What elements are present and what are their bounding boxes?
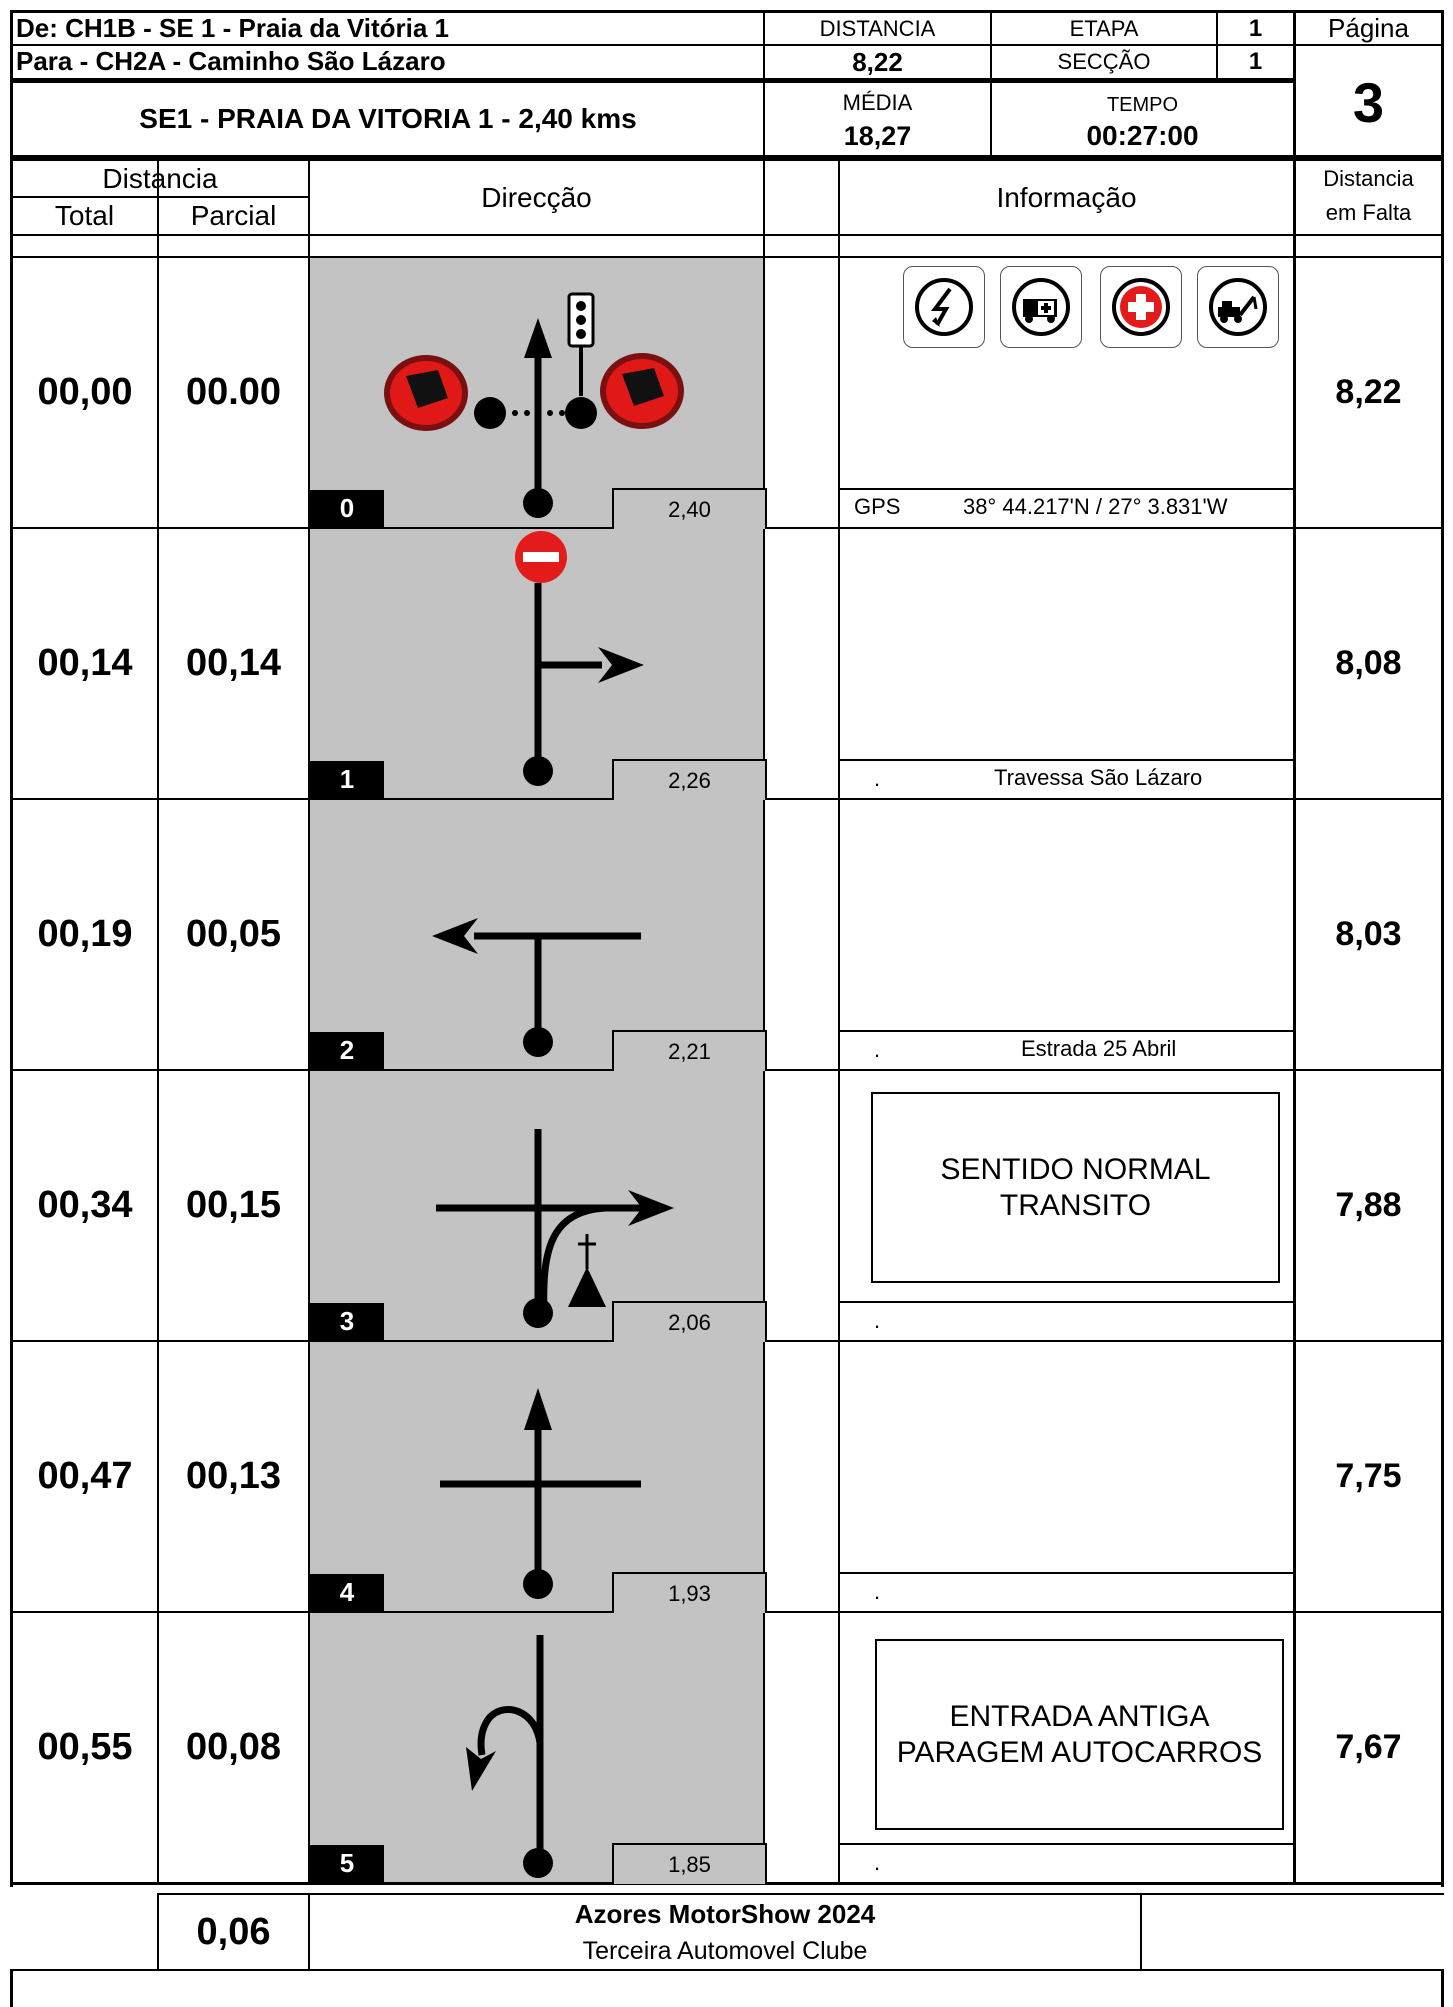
instruction-number: 5 [310,1845,384,1882]
instruction-number: 2 [310,1032,384,1069]
gps-label: GPS [854,494,901,519]
col-falta-line2: em Falta [1325,200,1412,225]
remaining-stage-distance: 2,26 [612,759,767,800]
tulip-diagram-right-turn [515,531,644,786]
flag-sign-left-icon [384,355,468,431]
to-label: Para - CH2A - Caminho São Lázaro [16,46,446,76]
remaining-total-distance: 8,03 [1335,915,1402,953]
total-distance: 00,47 [37,1455,133,1497]
remaining-stage-distance: 1,93 [612,1572,767,1613]
distancia-label: DISTANCIA [819,15,936,41]
traffic-note-box: ENTRADA ANTIGA PARAGEM AUTOCARROS [875,1639,1284,1830]
partial-distance: 00,08 [185,1726,282,1768]
media-label: MÉDIA [842,90,913,115]
club-name: Terceira Automovel Clube [582,1936,868,1965]
media-value: 18,27 [843,120,912,151]
note-line-2: TRANSITO [999,1188,1152,1222]
info-marker: . [874,1037,881,1062]
remaining-stage-distance: 1,85 [612,1843,767,1884]
col-distancia: Distancia [102,163,218,194]
info-marker: . [874,1579,881,1604]
event-title: Azores MotorShow 2024 [574,1898,876,1929]
tempo-label: TEMPO [1106,93,1179,116]
partial-distance: 00,14 [185,642,282,684]
traffic-note-box: SENTIDO NORMAL TRANSITO [871,1092,1280,1283]
footer-distance: 0,06 [196,1910,271,1953]
col-total: Total [54,200,115,231]
ambulance-icon [1000,266,1082,348]
remaining-total-distance: 7,67 [1335,1728,1402,1766]
gps-coordinates: 38° 44.217'N / 27° 3.831'W [963,494,1228,519]
red-cross-icon [1100,266,1182,348]
total-distance: 00,34 [37,1184,133,1226]
tulip-diagram-crossroad-right [436,1129,674,1328]
total-distance: 00,14 [37,642,133,684]
instruction-number: 0 [310,490,384,527]
tow-truck-icon [1197,266,1279,348]
pagina-label: Página [1328,13,1409,43]
instruction-number: 4 [310,1574,384,1611]
col-direccao: Direcção [481,182,592,213]
remaining-total-distance: 8,08 [1335,644,1402,682]
pagina-value: 3 [1352,70,1385,134]
flag-sign-right-icon [600,353,684,429]
col-falta-line1: Distancia [1323,166,1414,191]
church-landmark-icon [568,1234,606,1307]
info-marker: . [874,766,881,791]
etapa-label: ETAPA [1069,15,1139,41]
tempo-value: 00:27:00 [1086,120,1199,151]
partial-distance: 00,15 [185,1184,282,1226]
tulip-diagram-sharp-left [466,1635,553,1878]
street-name: Estrada 25 Abril [1021,1036,1177,1061]
note-line-1: SENTIDO NORMAL [940,1152,1211,1186]
street-name: Travessa São Lázaro [994,765,1203,790]
info-marker: . [874,1850,881,1875]
stage-title: SE1 - PRAIA DA VITORIA 1 - 2,40 kms [139,103,637,134]
note-line-2: PARAGEM AUTOCARROS [896,1735,1263,1769]
seccao-value: 1 [1248,48,1263,75]
tulip-diagram-straight [440,1388,641,1599]
radio-lightning-icon [903,266,985,348]
partial-distance: 00.00 [185,371,282,413]
remaining-total-distance: 8,22 [1335,373,1402,411]
partial-distance: 00,05 [185,913,282,955]
total-distance: 00,00 [37,371,133,413]
col-parcial: Parcial [190,200,277,231]
partial-distance: 00,13 [185,1455,282,1497]
remaining-stage-distance: 2,40 [612,488,767,529]
etapa-value: 1 [1248,14,1263,42]
col-falta: Distancia em Falta [1296,162,1441,234]
col-informacao: Informação [996,182,1137,213]
remaining-stage-distance: 2,21 [612,1030,767,1071]
no-entry-sign-icon [515,531,567,583]
instruction-number: 3 [310,1303,384,1340]
remaining-total-distance: 7,88 [1335,1186,1402,1224]
total-distance: 00,19 [37,913,133,955]
instruction-number: 1 [310,761,384,798]
from-label: De: CH1B - SE 1 - Praia da Vitória 1 [16,13,449,43]
total-distance: 00,55 [37,1726,133,1768]
distancia-value: 8,22 [852,46,903,77]
info-marker: . [874,1308,881,1333]
remaining-stage-distance: 2,06 [612,1301,767,1342]
tulip-diagram-start [384,292,684,518]
note-line-1: ENTRADA ANTIGA [949,1699,1210,1733]
seccao-label: SECÇÃO [1057,49,1151,74]
remaining-total-distance: 7,75 [1335,1457,1402,1495]
tulip-diagram-left-turn [432,918,641,1057]
